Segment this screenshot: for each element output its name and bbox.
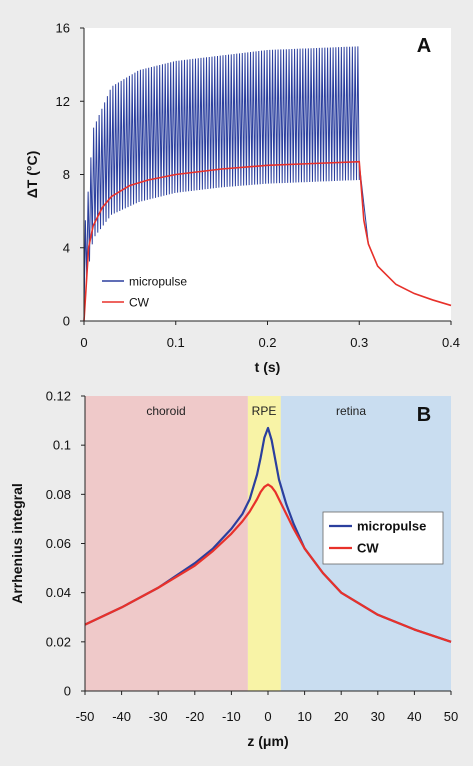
x-tick-label-b: 0 <box>264 709 271 724</box>
x-tick-label-b: -20 <box>185 709 204 724</box>
legend-box-b <box>322 511 444 565</box>
legend-label-a: CW <box>129 296 150 310</box>
y-axis-label-b: Arrhenius integral <box>9 483 25 604</box>
x-tick-label-a: 0.4 <box>442 335 460 350</box>
x-axis-label-a: t (s) <box>255 359 281 375</box>
panel-label-a: A <box>417 35 431 57</box>
legend-label-b: micropulse <box>357 519 426 534</box>
series-line-micropulse-a <box>83 46 452 322</box>
region-label-rpe: RPE <box>252 404 277 418</box>
x-tick-label-b: 10 <box>297 709 311 724</box>
y-tick-label-b: 0.04 <box>46 585 71 600</box>
y-tick-label-b: 0.06 <box>46 536 71 551</box>
x-tick-label-b: 50 <box>444 709 458 724</box>
y-tick-label-a: 8 <box>63 167 70 182</box>
x-tick-label-b: 30 <box>371 709 385 724</box>
legend-label-b: CW <box>357 541 379 556</box>
legend-label-a: micropulse <box>129 275 187 289</box>
x-tick-label-b: -10 <box>222 709 241 724</box>
y-tick-label-a: 16 <box>56 21 70 36</box>
panel-b-arrhenius-chart: choroid RPE retina B 0 0.02 0.04 0.06 0.08 0.1 0.1… <box>9 389 458 750</box>
y-tick-label-a: 0 <box>63 314 70 329</box>
y-tick-label-b: 0.1 <box>53 438 71 453</box>
y-tick-label-b: 0 <box>64 684 71 699</box>
y-tick-label-b: 0.08 <box>46 487 71 502</box>
panel-label-b: B <box>417 404 431 426</box>
panel-a-temperature-chart: A 0 4 8 12 16 0 0.1 0.2 0.3 0.4 t (s) ΔT (°C) micropu… <box>24 21 460 376</box>
x-tick-label-b: 40 <box>407 709 421 724</box>
y-tick-label-a: 12 <box>56 94 70 109</box>
series-line-cw-a <box>83 160 452 322</box>
x-tick-label-b: -50 <box>76 709 95 724</box>
region-band-choroid <box>85 396 248 691</box>
y-tick-label-b: 0.02 <box>46 634 71 649</box>
x-tick-label-a: 0 <box>80 335 87 350</box>
x-tick-label-a: 0.3 <box>350 335 368 350</box>
series-line-cw-b <box>84 483 452 643</box>
region-label-choroid: choroid <box>146 404 185 418</box>
x-tick-label-b: 20 <box>334 709 348 724</box>
region-label-retina: retina <box>336 404 366 418</box>
x-tick-label-b: -40 <box>112 709 131 724</box>
y-tick-label-a: 4 <box>63 240 70 255</box>
x-tick-label-b: -30 <box>149 709 168 724</box>
region-band-rpe <box>247 396 281 691</box>
y-axis-label-a: ΔT (°C) <box>24 151 40 199</box>
x-axis-label-b: z (μm) <box>247 733 288 749</box>
x-tick-label-a: 0.2 <box>258 335 276 350</box>
x-tick-label-a: 0.1 <box>167 335 185 350</box>
y-tick-label-b: 0.12 <box>46 389 71 404</box>
